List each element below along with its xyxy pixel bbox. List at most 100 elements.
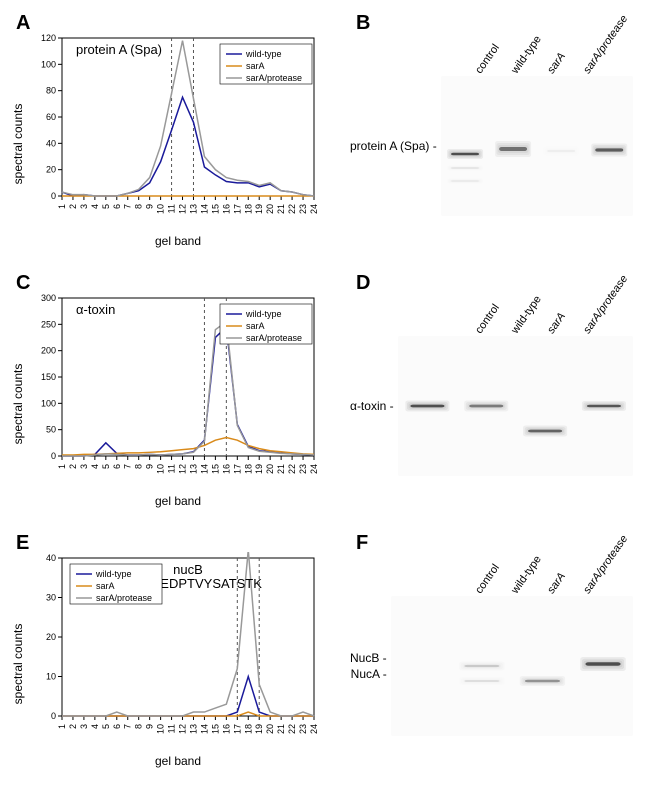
svg-text:sarA/protease: sarA/protease xyxy=(246,73,302,83)
svg-text:7: 7 xyxy=(123,204,133,209)
svg-text:20: 20 xyxy=(46,632,56,642)
svg-text:17: 17 xyxy=(232,464,242,474)
svg-text:14: 14 xyxy=(199,204,209,214)
svg-text:19: 19 xyxy=(254,724,264,734)
gel-row-label: α-toxin - xyxy=(350,399,394,413)
lane-label-wild-type: wild-type xyxy=(509,40,539,76)
svg-text:15: 15 xyxy=(210,724,220,734)
gel-row-label: protein A (Spa) - xyxy=(350,139,437,153)
svg-text:20: 20 xyxy=(265,724,275,734)
svg-text:120: 120 xyxy=(41,33,56,43)
y-axis-label: spectral counts xyxy=(11,624,25,705)
svg-text:20: 20 xyxy=(265,464,275,474)
svg-text:sarA: sarA xyxy=(246,61,265,71)
lane-label-wild-type: wild-type xyxy=(509,560,539,596)
gel-row-label: NucA - xyxy=(351,667,387,681)
svg-text:6: 6 xyxy=(112,724,122,729)
svg-text:14: 14 xyxy=(199,464,209,474)
gel-row-label: NucB - xyxy=(350,651,387,665)
chart-E: 0102030401234567891011121314151617181920… xyxy=(20,552,320,752)
svg-text:9: 9 xyxy=(145,464,155,469)
svg-text:17: 17 xyxy=(232,724,242,734)
svg-text:24: 24 xyxy=(309,724,319,734)
svg-text:6: 6 xyxy=(112,204,122,209)
svg-text:11: 11 xyxy=(167,464,177,473)
svg-text:21: 21 xyxy=(276,204,286,214)
svg-text:16: 16 xyxy=(221,724,231,734)
svg-text:23: 23 xyxy=(298,464,308,474)
svg-text:sarA: sarA xyxy=(96,581,115,591)
gel-image-F xyxy=(391,596,633,736)
svg-text:15: 15 xyxy=(210,464,220,474)
svg-text:13: 13 xyxy=(188,724,198,734)
svg-text:300: 300 xyxy=(41,293,56,303)
chart-title: protein A (Spa) xyxy=(76,42,162,57)
lane-label-sarA: sarA xyxy=(545,40,575,76)
svg-text:22: 22 xyxy=(287,724,297,734)
lane-label-sarA/protease: sarA/protease xyxy=(581,40,611,76)
svg-text:250: 250 xyxy=(41,319,56,329)
svg-text:21: 21 xyxy=(276,464,286,474)
svg-text:3: 3 xyxy=(79,724,89,729)
svg-text:sarA: sarA xyxy=(246,321,265,331)
svg-text:18: 18 xyxy=(243,464,253,474)
svg-text:12: 12 xyxy=(178,464,188,474)
svg-text:18: 18 xyxy=(243,724,253,734)
svg-text:16: 16 xyxy=(221,204,231,214)
svg-text:40: 40 xyxy=(46,553,56,563)
svg-text:3: 3 xyxy=(79,204,89,209)
svg-text:10: 10 xyxy=(156,724,166,734)
chart-A: 0204060801001201234567891011121314151617… xyxy=(20,32,320,232)
svg-text:wild-type: wild-type xyxy=(245,309,282,319)
svg-text:12: 12 xyxy=(178,724,188,734)
lane-label-sarA/protease: sarA/protease xyxy=(581,300,611,336)
svg-text:4: 4 xyxy=(90,204,100,209)
svg-text:7: 7 xyxy=(123,724,133,729)
svg-text:24: 24 xyxy=(309,204,319,214)
svg-text:22: 22 xyxy=(287,204,297,214)
svg-text:6: 6 xyxy=(112,464,122,469)
svg-text:200: 200 xyxy=(41,346,56,356)
x-axis-label: gel band xyxy=(20,754,336,768)
svg-text:9: 9 xyxy=(145,204,155,209)
lane-label-sarA: sarA xyxy=(545,300,575,336)
gel-image-B xyxy=(441,76,633,216)
svg-text:wild-type: wild-type xyxy=(95,569,132,579)
svg-text:11: 11 xyxy=(167,724,177,733)
y-axis-label: spectral counts xyxy=(11,104,25,185)
svg-text:20: 20 xyxy=(46,165,56,175)
svg-text:5: 5 xyxy=(101,204,111,209)
gel-image-D xyxy=(398,336,633,476)
svg-text:13: 13 xyxy=(188,204,198,214)
svg-text:23: 23 xyxy=(298,724,308,734)
svg-text:40: 40 xyxy=(46,138,56,148)
x-axis-label: gel band xyxy=(20,234,336,248)
svg-text:8: 8 xyxy=(134,464,144,469)
svg-text:24: 24 xyxy=(309,464,319,474)
svg-text:10: 10 xyxy=(156,464,166,474)
svg-text:17: 17 xyxy=(232,204,242,214)
svg-text:2: 2 xyxy=(68,204,78,209)
svg-text:9: 9 xyxy=(145,724,155,729)
lane-label-control: control xyxy=(473,560,503,596)
svg-text:4: 4 xyxy=(90,464,100,469)
svg-text:8: 8 xyxy=(134,204,144,209)
svg-text:19: 19 xyxy=(254,464,264,474)
svg-text:11: 11 xyxy=(167,204,177,213)
svg-text:4: 4 xyxy=(90,724,100,729)
svg-text:15: 15 xyxy=(210,204,220,214)
svg-text:20: 20 xyxy=(265,204,275,214)
svg-text:10: 10 xyxy=(46,672,56,682)
svg-text:100: 100 xyxy=(41,59,56,69)
svg-text:wild-type: wild-type xyxy=(245,49,282,59)
x-axis-label: gel band xyxy=(20,494,336,508)
svg-text:sarA/protease: sarA/protease xyxy=(96,593,152,603)
svg-text:12: 12 xyxy=(178,204,188,214)
svg-text:150: 150 xyxy=(41,372,56,382)
chart-title: α-toxin xyxy=(76,302,115,317)
svg-text:2: 2 xyxy=(68,464,78,469)
series-wild-type xyxy=(62,97,314,196)
svg-text:21: 21 xyxy=(276,724,286,734)
svg-text:1: 1 xyxy=(57,464,67,469)
svg-text:16: 16 xyxy=(221,464,231,474)
